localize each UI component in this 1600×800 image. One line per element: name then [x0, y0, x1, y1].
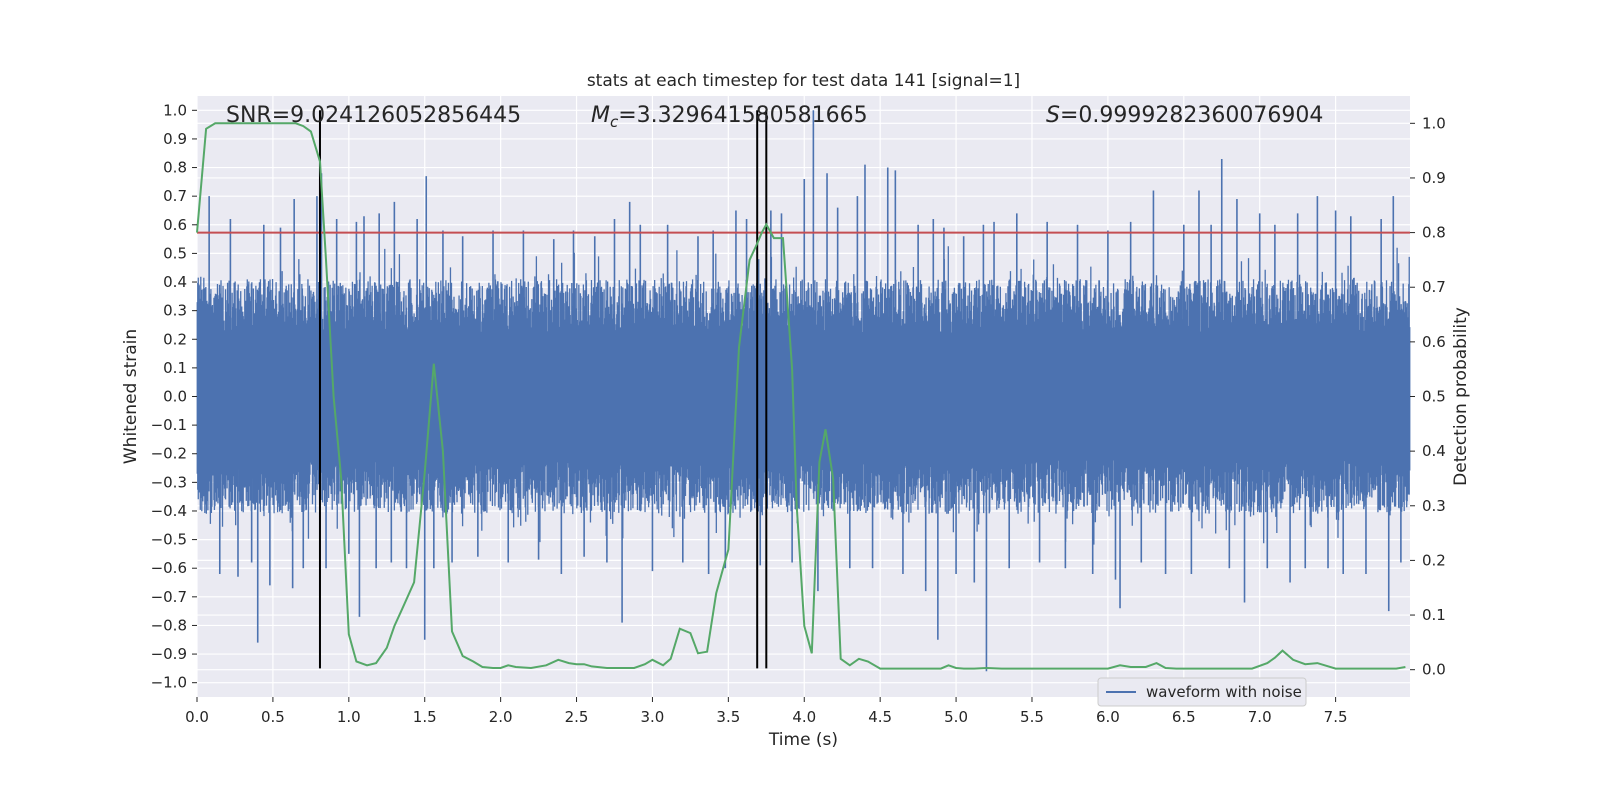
y2-tick-label: 0.8: [1422, 224, 1446, 242]
x-tick-label: 0.0: [185, 708, 209, 726]
legend: waveform with noise: [1097, 677, 1307, 707]
y2-tick-label: 0.3: [1422, 497, 1446, 515]
s-annotation: S=0.9999282360076904: [1046, 103, 1323, 128]
x-tick-label: 0.5: [261, 708, 285, 726]
y-tick-label: −0.5: [151, 531, 187, 549]
y-tick-label: 0.1: [163, 359, 187, 377]
mc-value: =3.329641580581665: [618, 103, 867, 128]
y-tick-label: 0.7: [163, 187, 187, 205]
y-tick-label: −0.6: [151, 559, 187, 577]
y-tick-label: 0.6: [163, 216, 187, 234]
y-tick-label: 1.0: [163, 101, 187, 119]
y-tick-label: 0.8: [163, 159, 187, 177]
vertical-markers: [318, 110, 768, 669]
x-tick-label: 5.0: [944, 708, 968, 726]
x-tick-label: 4.5: [868, 708, 892, 726]
s-symbol: S: [1046, 103, 1060, 128]
x-tick-label: 3.5: [716, 708, 740, 726]
y2-tick-label: 0.2: [1422, 551, 1446, 569]
snr-annotation: SNR=9.024126052856445: [226, 103, 521, 128]
mc-subscript: c: [610, 113, 619, 131]
y-tick-label: −0.8: [151, 616, 187, 634]
x-tick-label: 7.5: [1324, 708, 1348, 726]
legend-box: [1097, 677, 1307, 707]
chirp-mass-annotation: Mc=3.329641580581665: [591, 103, 868, 131]
x-axis-label: Time (s): [768, 730, 838, 750]
y2-axis-label: Detection probability: [1451, 307, 1471, 486]
x-tick-label: 5.5: [1020, 708, 1044, 726]
x-tick-label: 3.0: [641, 708, 665, 726]
y-tick-label: −0.9: [151, 645, 187, 663]
mc-symbol: M: [591, 103, 610, 128]
legend-entry-waveform: waveform with noise: [1146, 683, 1302, 701]
x-tick-label: 1.5: [413, 708, 437, 726]
y2-tick-label: 0.5: [1422, 388, 1446, 406]
y-tick-label: 0.4: [163, 273, 187, 291]
y2-tick-label: 1.0: [1422, 114, 1446, 132]
y2-tick-label: 0.0: [1422, 661, 1446, 679]
y-tick-label: −0.2: [151, 445, 187, 463]
y-tick-label: 0.3: [163, 302, 187, 320]
y-tick-label: 0.5: [163, 244, 187, 262]
x-tick-label: 4.0: [792, 708, 816, 726]
y2-tick-label: 0.9: [1422, 169, 1446, 187]
y2-tick-label: 0.6: [1422, 333, 1446, 351]
y-tick-label: −0.3: [151, 473, 187, 491]
chart-title: stats at each timestep for test data 141…: [587, 71, 1020, 91]
y2-tick-label: 0.1: [1422, 606, 1446, 624]
y2-tick-label: 0.7: [1422, 278, 1446, 296]
series-detection-probability: [196, 122, 1406, 670]
y-axis-label: Whitened strain: [121, 329, 141, 464]
y-tick-label: −1.0: [151, 674, 187, 692]
y2-tick-label: 0.4: [1422, 442, 1446, 460]
y-tick-label: −0.7: [151, 588, 187, 606]
y-tick-label: 0.2: [163, 330, 187, 348]
x-tick-label: 2.0: [489, 708, 513, 726]
x-tick-label: 6.0: [1096, 708, 1120, 726]
y-tick-label: 0.0: [163, 388, 187, 406]
y-tick-label: −0.4: [151, 502, 187, 520]
x-tick-label: 7.0: [1248, 708, 1272, 726]
y-tick-label: −0.1: [151, 416, 187, 434]
x-tick-label: 2.5: [565, 708, 589, 726]
x-tick-label: 1.0: [337, 708, 361, 726]
x-tick-label: 6.5: [1172, 708, 1196, 726]
series-waveform-with-noise: [196, 110, 1411, 672]
y-tick-label: 0.9: [163, 130, 187, 148]
s-value: =0.9999282360076904: [1060, 103, 1323, 128]
